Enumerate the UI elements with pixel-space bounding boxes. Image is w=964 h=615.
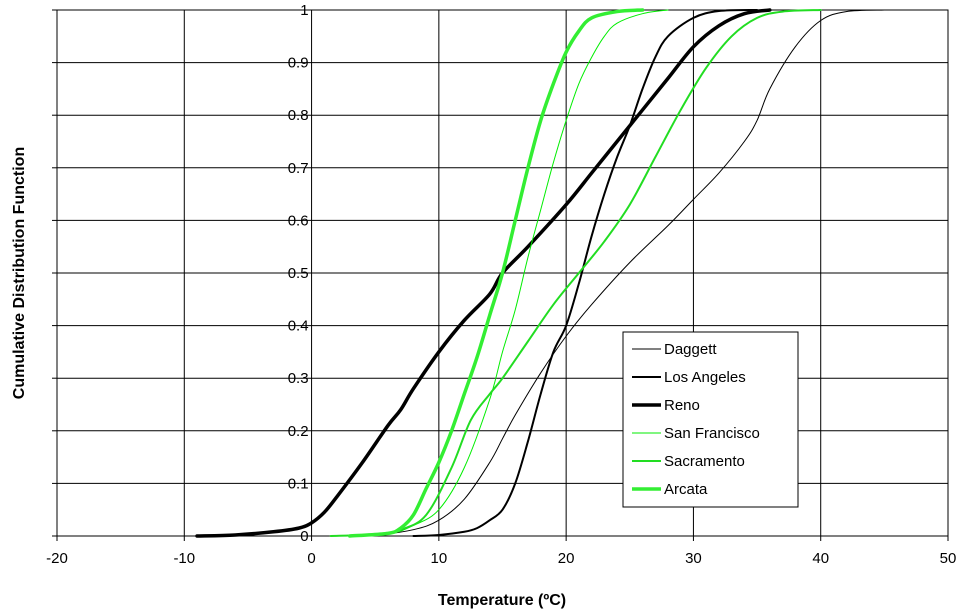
y-tick-label: 0.2 <box>288 423 309 440</box>
y-tick-label: 0.9 <box>288 55 309 72</box>
legend-label: Daggett <box>664 341 717 358</box>
y-tick-label: 0.7 <box>288 160 309 177</box>
y-axis-title: Cumulative Distribution Function <box>11 147 28 399</box>
legend-label: Reno <box>664 397 700 414</box>
y-tick-label: 0.1 <box>288 475 309 492</box>
x-tick-label: 50 <box>940 550 957 567</box>
series-line-sacramento <box>329 9 822 537</box>
x-tick-label: 40 <box>812 550 829 567</box>
legend: Daggett Los Angeles Reno San Francisco Sacra… <box>622 331 799 508</box>
legend-label: Arcata <box>664 481 708 498</box>
y-tick-label: 0.4 <box>288 318 309 335</box>
legend-item-los-angeles: Los Angeles <box>632 369 746 386</box>
series-lines <box>195 8 885 538</box>
series-line-los-angeles <box>412 9 759 537</box>
x-axis-title: Temperature (ºC) <box>438 592 566 609</box>
series-line-reno <box>195 8 772 538</box>
x-axis-ticks: -20 -10 0 10 20 30 40 50 <box>46 536 956 567</box>
legend-label: Sacramento <box>664 453 745 470</box>
x-tick-label: -10 <box>173 550 195 567</box>
y-tick-label: 0.8 <box>288 107 309 124</box>
x-tick-label: -20 <box>46 550 68 567</box>
legend-label: San Francisco <box>664 425 760 442</box>
x-tick-label: 10 <box>431 550 448 567</box>
x-tick-label: 20 <box>558 550 575 567</box>
y-axis-ticks: 0 0.1 0.2 0.3 0.4 0.5 0.6 0.7 0.8 0.9 1 <box>52 2 309 545</box>
y-tick-label: 0 <box>300 528 308 545</box>
x-tick-label: 30 <box>685 550 702 567</box>
series-line-daggett <box>330 9 885 537</box>
legend-box <box>622 331 799 508</box>
y-tick-label: 0.6 <box>288 212 309 229</box>
gridlines <box>57 10 948 536</box>
legend-item-daggett: Daggett <box>632 341 717 358</box>
legend-item-sacramento: Sacramento <box>632 453 745 470</box>
x-tick-label: 0 <box>307 550 315 567</box>
y-tick-label: 1 <box>300 2 308 19</box>
series-line-arcata <box>348 8 645 538</box>
y-tick-label: 0.3 <box>288 370 309 387</box>
legend-label: Los Angeles <box>664 369 746 386</box>
legend-item-reno: Reno <box>632 397 700 414</box>
series-line-san-francisco <box>349 9 669 537</box>
legend-item-san-francisco: San Francisco <box>632 425 760 442</box>
y-tick-label: 0.5 <box>288 265 309 282</box>
legend-item-arcata: Arcata <box>632 481 708 498</box>
